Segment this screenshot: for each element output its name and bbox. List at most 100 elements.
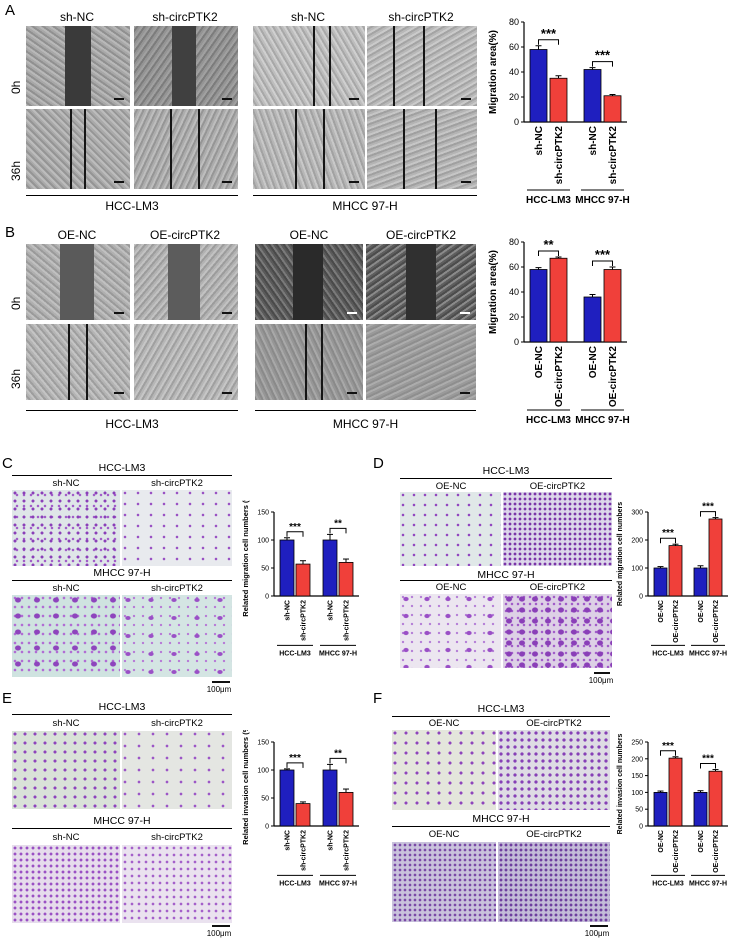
group-underline — [26, 195, 238, 196]
y-tick-label: 80 — [509, 17, 519, 27]
panel-b-col-label: OE-circPTK2 — [385, 228, 456, 242]
panel-c-top-group: HCC-LM3 — [98, 462, 146, 474]
category-label: sh-circPTK2 — [343, 830, 350, 871]
micrograph — [366, 324, 476, 400]
significance-bracket — [329, 757, 347, 764]
scale-bar — [212, 925, 230, 927]
y-tick-label: 150 — [257, 509, 269, 516]
group-label: HCC-LM3 — [652, 880, 684, 887]
micrograph — [134, 109, 238, 189]
y-tick-label: 0 — [514, 117, 519, 127]
group-label: MHCC 97-H — [319, 650, 357, 657]
transwell-image — [12, 731, 120, 809]
micrograph — [366, 244, 476, 320]
y-tick-label: 0 — [639, 593, 643, 600]
panel-c-label: C — [2, 455, 13, 472]
significance-bracket — [286, 531, 304, 537]
y-tick-label: 300 — [631, 509, 643, 516]
significance-bracket — [592, 260, 613, 266]
category-label: sh-circPTK2 — [554, 126, 565, 185]
panel-a-row-label: 0h — [9, 80, 23, 94]
panel-e-top-group: HCC-LM3 — [98, 701, 146, 713]
bar — [322, 539, 338, 597]
y-tick-label: 150 — [631, 773, 643, 780]
bar — [549, 77, 568, 123]
group-label: MHCC 97-H — [575, 415, 629, 426]
chart-d: 0 100 200 300 Related migration cell numbers… — [617, 502, 728, 657]
panel-d-col-label: OE-circPTK2 — [529, 481, 586, 492]
y-tick-label: 100 — [257, 537, 269, 544]
chart-a: 0 20 40 60 80 Migration area(%) sh-NC sh-circPT… — [488, 17, 630, 206]
panel-e-col-label: sh-NC — [52, 832, 80, 843]
panel-d-col-label: OE-NC — [435, 582, 467, 593]
group-label: HCC-LM3 — [526, 415, 571, 426]
y-tick-label: 40 — [509, 67, 519, 77]
y-tick-label: 100 — [631, 565, 643, 572]
transwell-image — [122, 490, 232, 566]
significance-label: *** — [289, 753, 301, 764]
bar — [708, 518, 723, 597]
category-label: OE-NC — [534, 346, 545, 378]
bar — [603, 95, 622, 123]
group-label: MHCC 97-H — [689, 880, 727, 887]
category-label: sh-NC — [588, 126, 599, 155]
micrograph — [134, 26, 238, 106]
group-label: MHCC 97-H — [689, 650, 727, 657]
micrograph — [134, 244, 238, 320]
y-tick-label: 200 — [631, 756, 643, 763]
panel-a-group-label: MHCC 97-H — [332, 199, 398, 213]
significance-bracket — [700, 763, 716, 769]
micrograph — [367, 109, 477, 189]
panel-e-col-label: sh-circPTK2 — [151, 718, 203, 729]
bar — [549, 257, 568, 343]
y-tick-label: 40 — [509, 287, 519, 297]
significance-label: *** — [595, 247, 611, 262]
significance-label: *** — [662, 528, 674, 539]
significance-label: *** — [595, 48, 611, 63]
panel-a-row-label: 36h — [9, 160, 23, 181]
panel-d-bottom-group: MHCC 97-H — [477, 569, 535, 581]
micrograph — [367, 26, 477, 106]
group-underline — [12, 828, 232, 829]
bar — [668, 545, 683, 597]
y-axis-label: Migration area(%) — [488, 250, 499, 334]
transwell-image — [400, 492, 501, 566]
panel-b-row-label: 36h — [9, 368, 23, 389]
category-label: OE-NC — [658, 830, 665, 853]
bar — [338, 562, 354, 597]
category-label: OE-circPTK2 — [608, 346, 619, 408]
transwell-image — [498, 730, 610, 810]
bar — [529, 269, 548, 343]
category-label: OE-circPTK2 — [713, 600, 720, 643]
category-label: sh-circPTK2 — [343, 600, 350, 641]
category-label: sh-NC — [327, 600, 334, 621]
panel-b-col-label: OE-NC — [289, 228, 329, 242]
chart-f: 0 50 100 150 200 250 Related invasion cell num… — [617, 734, 728, 887]
significance-label: *** — [662, 741, 674, 752]
significance-bracket — [660, 537, 676, 544]
bar — [583, 296, 602, 343]
bar — [338, 792, 354, 827]
panel-d-col-label: OE-NC — [435, 481, 467, 492]
transwell-image — [503, 492, 612, 566]
transwell-image — [122, 731, 232, 809]
group-label: HCC-LM3 — [526, 195, 571, 206]
panel-e-bottom-group: MHCC 97-H — [93, 815, 151, 827]
panel-f-col-label: OE-circPTK2 — [526, 718, 582, 729]
y-tick-label: 50 — [261, 795, 269, 802]
bar — [653, 792, 668, 827]
bar — [279, 539, 295, 597]
bar — [322, 769, 338, 827]
bar — [668, 757, 683, 827]
y-tick-label: 250 — [631, 739, 643, 746]
group-underline — [12, 714, 232, 715]
group-underline — [400, 580, 612, 581]
bar — [653, 567, 668, 597]
significance-label: *** — [702, 754, 714, 765]
chart-b: 0 20 40 60 80 Migration area(%) OE-NC OE-circPT… — [488, 237, 630, 426]
panel-c-col-label: sh-NC — [52, 478, 80, 489]
transwell-image — [122, 595, 232, 677]
bar — [708, 770, 723, 827]
bar — [693, 792, 708, 827]
y-tick-label: 20 — [509, 92, 519, 102]
